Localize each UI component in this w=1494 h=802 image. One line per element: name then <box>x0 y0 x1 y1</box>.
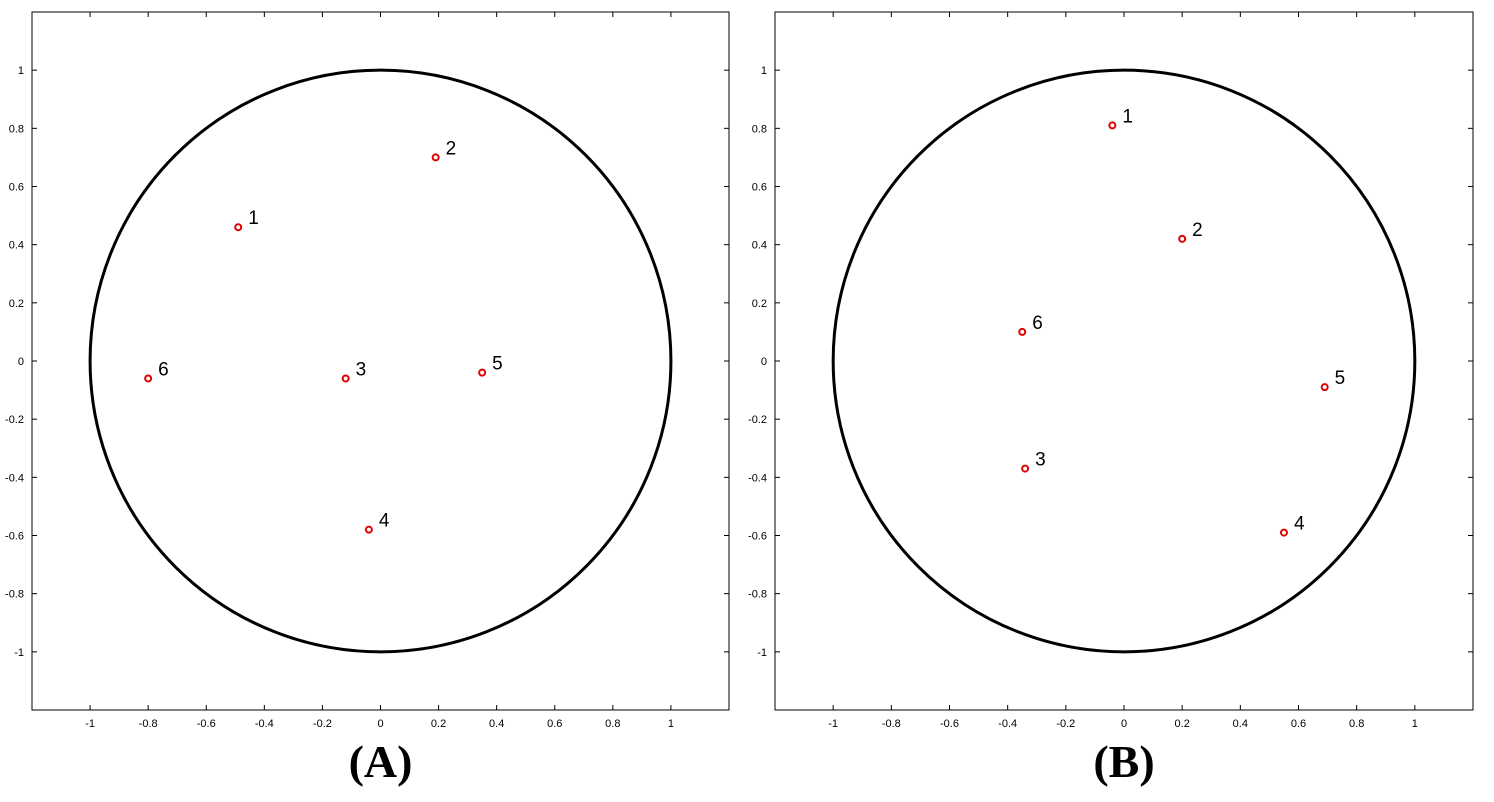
y-tick-label: 0 <box>18 356 24 368</box>
panel-label: (A) <box>349 736 413 787</box>
x-tick-label: -0.8 <box>882 718 901 730</box>
y-tick-label: 0.2 <box>752 298 767 310</box>
chart-panel-b: -1 -0.8 -0.6 -0.4 -0.2 0 0.2 0.4 0.6 0.8 1 1 0.8 0.6 0… <box>748 11 1474 787</box>
y-tick-label: 0.6 <box>9 182 24 194</box>
y-tick-label: 1 <box>761 65 767 77</box>
unit-circle <box>88 68 673 654</box>
y-tick-label: 0.8 <box>752 123 767 135</box>
data-point <box>1279 528 1288 537</box>
x-tick-label: 0.6 <box>547 718 562 730</box>
y-tick-label: -0.2 <box>5 414 24 426</box>
x-tick-label: 0 <box>1121 718 1127 730</box>
y-tick-label: -0.2 <box>748 414 767 426</box>
point-label: 1 <box>1122 106 1133 127</box>
point-label: 4 <box>1294 514 1305 535</box>
y-tick-label: 0.4 <box>9 240 24 252</box>
x-tick-label: -1 <box>828 718 838 730</box>
y-tick-label: 0.8 <box>9 123 24 135</box>
data-point <box>1108 121 1117 130</box>
data-point <box>478 368 487 377</box>
point-label: 6 <box>158 359 169 380</box>
point-label: 5 <box>1335 368 1346 389</box>
x-tick-label: 0.2 <box>1175 718 1190 730</box>
x-tick-label: -0.6 <box>197 718 216 730</box>
chart-panel-a: -1 -0.8 -0.6 -0.4 -0.2 0 0.2 0.4 0.6 0.8 1 1 0.8 0.6 0… <box>5 11 730 787</box>
x-tick-label: -0.2 <box>1056 718 1075 730</box>
y-tick-label: -0.6 <box>748 531 767 543</box>
x-tick-label: 0.4 <box>1233 718 1248 730</box>
data-point <box>234 223 243 232</box>
y-tick-label: -1 <box>14 647 24 659</box>
x-tick-label: 1 <box>668 718 674 730</box>
y-tick-label: -0.6 <box>5 531 24 543</box>
x-tick-label: -1 <box>85 718 95 730</box>
x-tick-label: 1 <box>1412 718 1418 730</box>
x-tick-label: 0.6 <box>1291 718 1306 730</box>
y-tick-label: -0.4 <box>5 472 24 484</box>
data-point <box>1178 234 1187 243</box>
x-tick-label: -0.6 <box>940 718 959 730</box>
point-label: 5 <box>492 354 503 375</box>
data-point <box>1021 464 1030 473</box>
point-label: 3 <box>1035 450 1046 471</box>
x-tick-label: 0.8 <box>1349 718 1364 730</box>
point-label: 6 <box>1032 313 1043 334</box>
panel-label: (B) <box>1093 736 1154 787</box>
data-point <box>1018 327 1027 336</box>
data-point <box>144 374 153 383</box>
y-tick-label: -0.8 <box>5 589 24 601</box>
x-tick-label: -0.4 <box>255 718 274 730</box>
x-tick-label: 0 <box>377 718 383 730</box>
y-tick-label: 0.4 <box>752 240 767 252</box>
point-label: 3 <box>356 359 367 380</box>
data-point <box>341 374 350 383</box>
y-tick-label: -1 <box>757 647 767 659</box>
x-tick-label: -0.4 <box>998 718 1017 730</box>
x-tick-label: 0.2 <box>431 718 446 730</box>
data-point <box>431 153 440 162</box>
unit-circle <box>831 68 1417 654</box>
y-tick-label: 1 <box>18 65 24 77</box>
x-tick-label: 0.4 <box>489 718 504 730</box>
point-label: 2 <box>446 138 457 159</box>
y-tick-label: 0 <box>761 356 767 368</box>
point-label: 1 <box>248 208 259 229</box>
data-point <box>364 525 373 534</box>
point-label: 2 <box>1192 220 1203 241</box>
x-tick-label: 0.8 <box>605 718 620 730</box>
y-tick-label: 0.6 <box>752 182 767 194</box>
data-point <box>1320 383 1329 392</box>
y-tick-label: -0.4 <box>748 472 767 484</box>
y-tick-label: -0.8 <box>748 589 767 601</box>
x-tick-label: -0.8 <box>139 718 158 730</box>
axes-box <box>31 11 730 711</box>
y-tick-label: 0.2 <box>9 298 24 310</box>
x-tick-label: -0.2 <box>313 718 332 730</box>
point-label: 4 <box>379 511 390 532</box>
